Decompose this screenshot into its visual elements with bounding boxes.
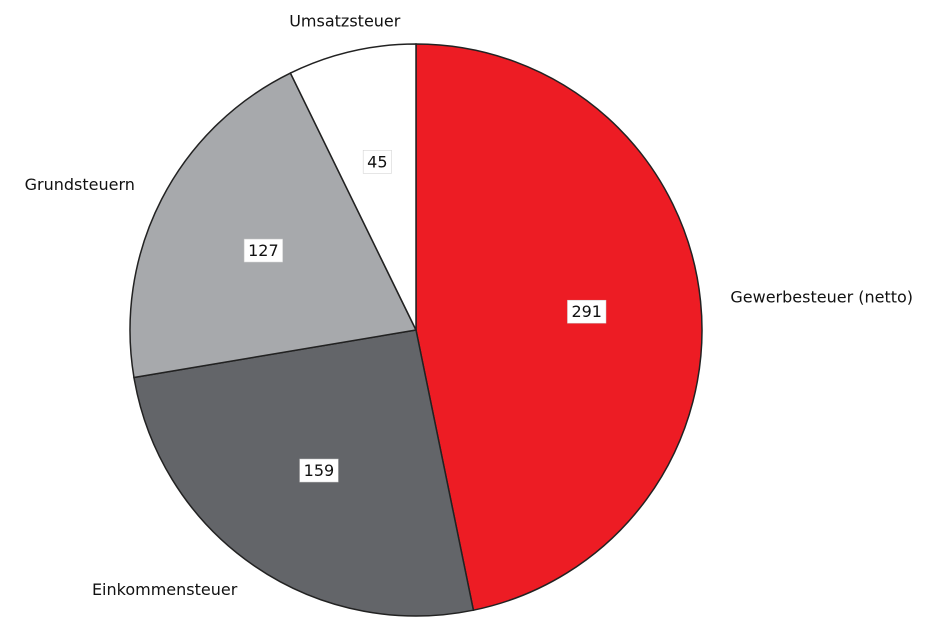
category-label: Umsatzsteuer bbox=[289, 12, 401, 31]
category-label: Gewerbesteuer (netto) bbox=[730, 288, 913, 307]
value-label: 291 bbox=[571, 302, 602, 321]
pie-slice bbox=[415, 43, 703, 612]
category-label: Grundsteuern bbox=[25, 175, 135, 194]
value-label: 159 bbox=[304, 461, 335, 480]
value-label-box bbox=[299, 458, 339, 483]
pie-slice bbox=[289, 43, 417, 331]
value-label-box bbox=[567, 299, 607, 324]
pie-slice bbox=[129, 72, 418, 379]
value-label-box bbox=[362, 150, 392, 174]
category-label: Einkommensteuer bbox=[92, 580, 238, 599]
value-label: 45 bbox=[367, 152, 387, 171]
value-label: 127 bbox=[248, 241, 279, 260]
value-label-box bbox=[243, 238, 283, 263]
